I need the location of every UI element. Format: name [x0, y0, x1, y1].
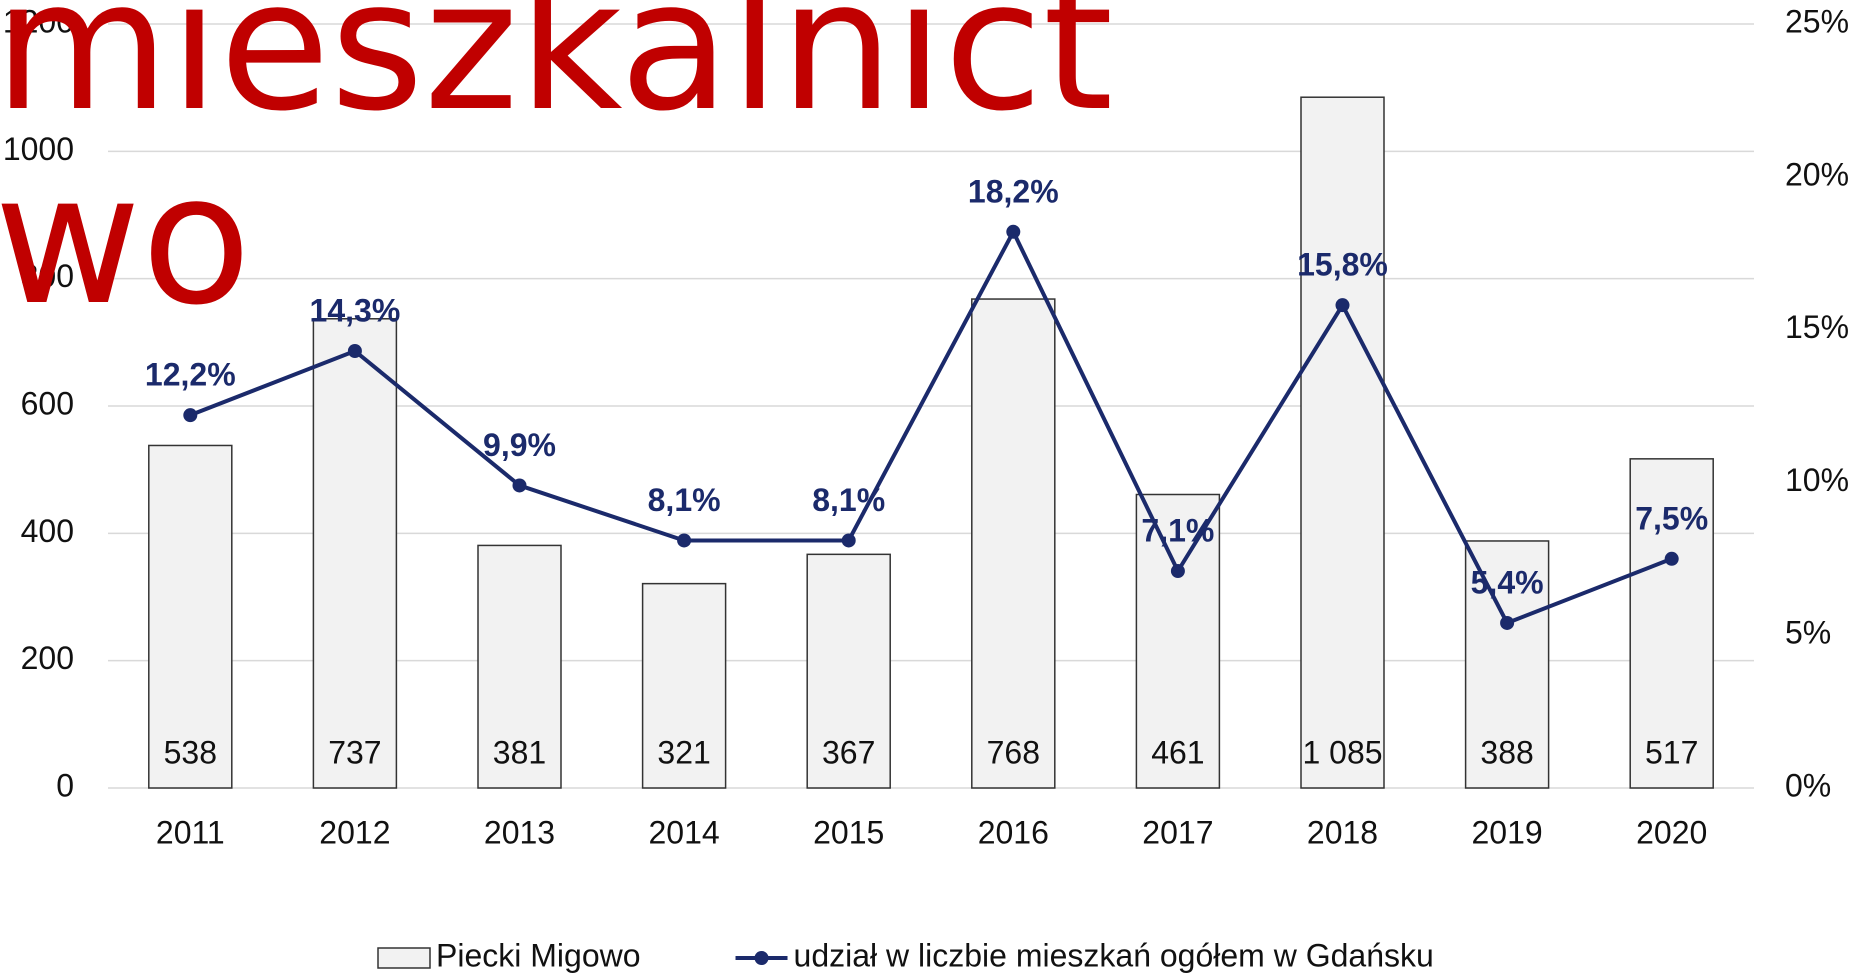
y2-tick-label: 25% [1785, 3, 1849, 39]
bar [1629, 458, 1714, 789]
bar-value-label: 381 [493, 734, 546, 770]
y2-tick-label: 0% [1785, 767, 1831, 803]
line-value-label: 18,2% [968, 173, 1059, 209]
bar [1464, 540, 1550, 789]
bar [1300, 96, 1385, 789]
line-value-label: 5,4% [1471, 564, 1544, 600]
bar-value-label: 388 [1480, 734, 1533, 770]
bar [1135, 493, 1221, 789]
bar-value-label: 737 [328, 734, 381, 770]
line-point [677, 533, 692, 548]
y-tick-label: 1000 [3, 131, 74, 167]
legend-swatch-point [754, 951, 769, 965]
x-tick-label: 2018 [1307, 814, 1378, 850]
bar [312, 318, 398, 789]
legend-swatch [377, 947, 431, 969]
y-tick-label: 800 [21, 258, 74, 294]
bar-value-label: 768 [987, 734, 1040, 770]
bar [806, 553, 891, 789]
y-tick-label: 1200 [3, 3, 74, 39]
line-value-label: 12,2% [145, 357, 236, 393]
y-tick-label: 400 [21, 513, 74, 549]
bar [148, 444, 233, 789]
x-tick-label: 2019 [1472, 814, 1543, 850]
legend-label: udział w liczbie mieszkań ogółem w Gdańs… [794, 937, 1434, 973]
bar-value-label: 367 [822, 734, 875, 770]
x-tick-label: 2014 [649, 814, 720, 850]
y2-tick-label: 5% [1785, 615, 1831, 651]
y-tick-label: 0 [56, 767, 74, 803]
line-value-label: 14,3% [310, 292, 401, 328]
y-tick-label: 600 [21, 385, 74, 421]
line-point [347, 343, 362, 358]
line-value-label: 7,5% [1635, 500, 1708, 536]
line-point [512, 478, 527, 493]
line-value-label: 8,1% [648, 482, 721, 518]
y2-tick-label: 10% [1785, 462, 1849, 498]
y2-tick-label: 20% [1785, 156, 1849, 192]
x-tick-label: 2012 [319, 814, 390, 850]
line-value-label: 7,1% [1141, 512, 1214, 548]
x-tick-label: 2011 [156, 814, 225, 850]
legend-label: Piecki Migowo [436, 937, 641, 973]
line-point [183, 408, 198, 423]
x-tick-label: 2015 [813, 814, 884, 850]
x-tick-label: 2017 [1142, 814, 1213, 850]
bar-value-label: 517 [1645, 734, 1698, 770]
bar-value-label: 321 [657, 734, 710, 770]
x-tick-label: 2020 [1636, 814, 1707, 850]
bar-value-label: 538 [164, 734, 217, 770]
line [189, 227, 1673, 626]
bar [477, 544, 562, 789]
line-point [841, 533, 856, 548]
bar-value-label: 1 085 [1302, 734, 1382, 770]
y2-tick-label: 15% [1785, 309, 1849, 345]
x-tick-label: 2013 [484, 814, 555, 850]
line-point [1664, 551, 1679, 566]
y-tick-label: 200 [21, 640, 74, 676]
bar-value-label: 461 [1151, 734, 1204, 770]
bar [641, 582, 727, 789]
line-point [1170, 564, 1185, 579]
line-value-label: 15,8% [1297, 247, 1388, 283]
line-value-label: 8,1% [812, 482, 885, 518]
line-point [1335, 298, 1350, 313]
line-point [1500, 615, 1515, 630]
line-value-label: 9,9% [483, 427, 556, 463]
bar [971, 298, 1056, 789]
x-tick-label: 2016 [978, 814, 1049, 850]
line-point [1006, 224, 1021, 239]
